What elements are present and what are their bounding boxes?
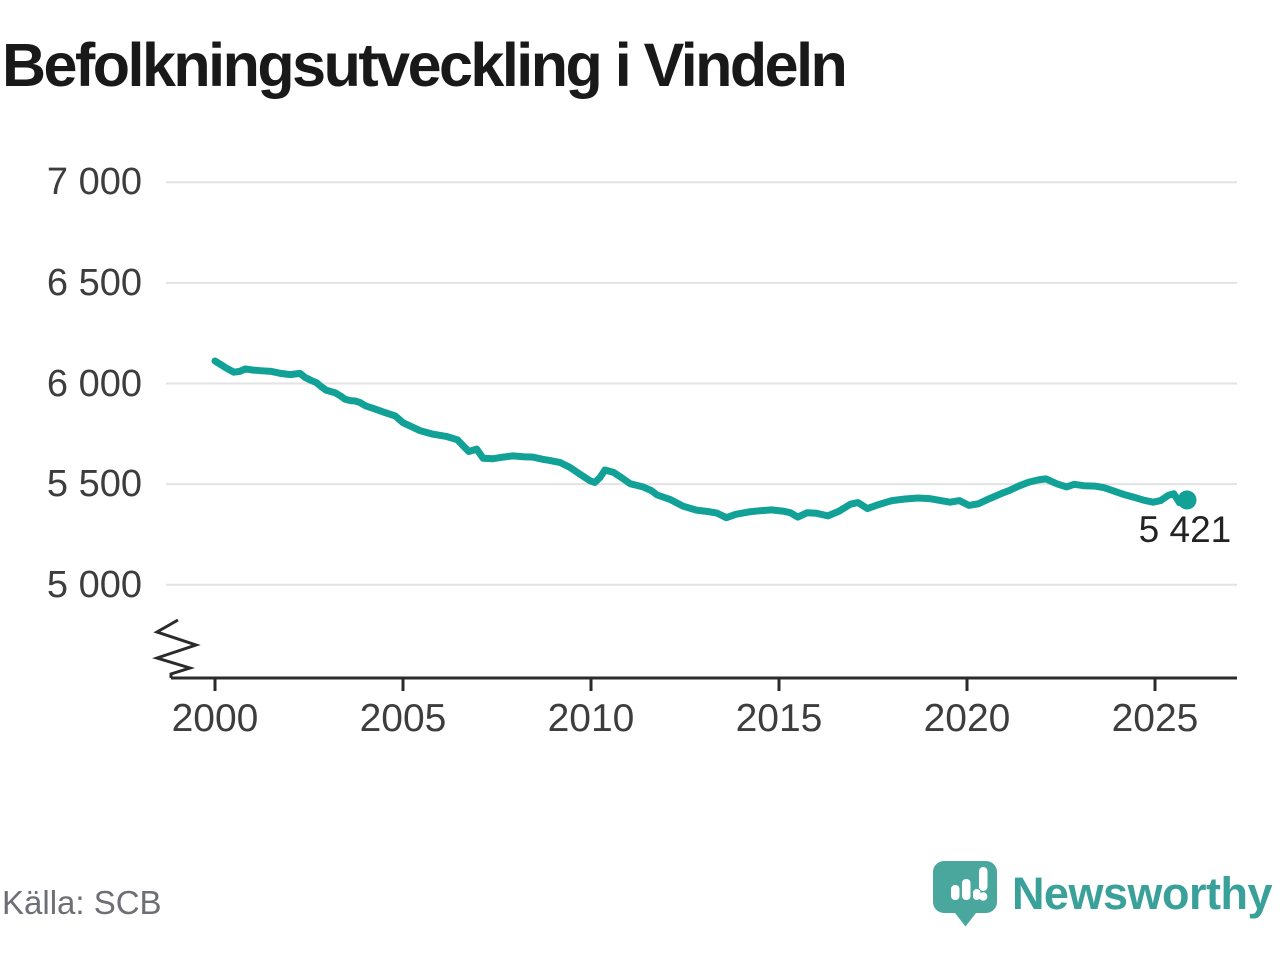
x-tick-label: 2010 xyxy=(547,697,635,740)
newsworthy-wordmark: Newsworthy xyxy=(1011,868,1273,919)
y-tick-label: 6 500 xyxy=(46,261,142,304)
last-point-dot xyxy=(1177,490,1197,510)
x-tick-label: 2025 xyxy=(1111,697,1199,740)
x-tick-label: 2000 xyxy=(171,697,259,740)
x-tick-label: 2020 xyxy=(923,697,1011,740)
population-line xyxy=(211,357,1191,522)
y-tick-label: 6 000 xyxy=(46,362,142,405)
last-value-label: 5 421 xyxy=(1138,508,1232,550)
x-tick-label: 2005 xyxy=(359,697,447,740)
newsworthy-logo: Newsworthy xyxy=(932,856,1273,932)
newsworthy-logo-icon xyxy=(932,861,997,927)
x-tick-label: 2015 xyxy=(735,697,823,740)
y-tick-label: 5 000 xyxy=(46,563,142,606)
y-tick-label: 5 500 xyxy=(46,463,142,506)
page-title: Befolkningsutveckling i Vindeln xyxy=(2,31,848,99)
y-tick-label: 7 000 xyxy=(46,161,142,204)
gridlines xyxy=(166,181,1237,586)
axis-break-icon xyxy=(152,618,201,678)
x-axis-ticks xyxy=(213,678,1157,691)
source-note: Källa: SCB xyxy=(2,884,162,921)
